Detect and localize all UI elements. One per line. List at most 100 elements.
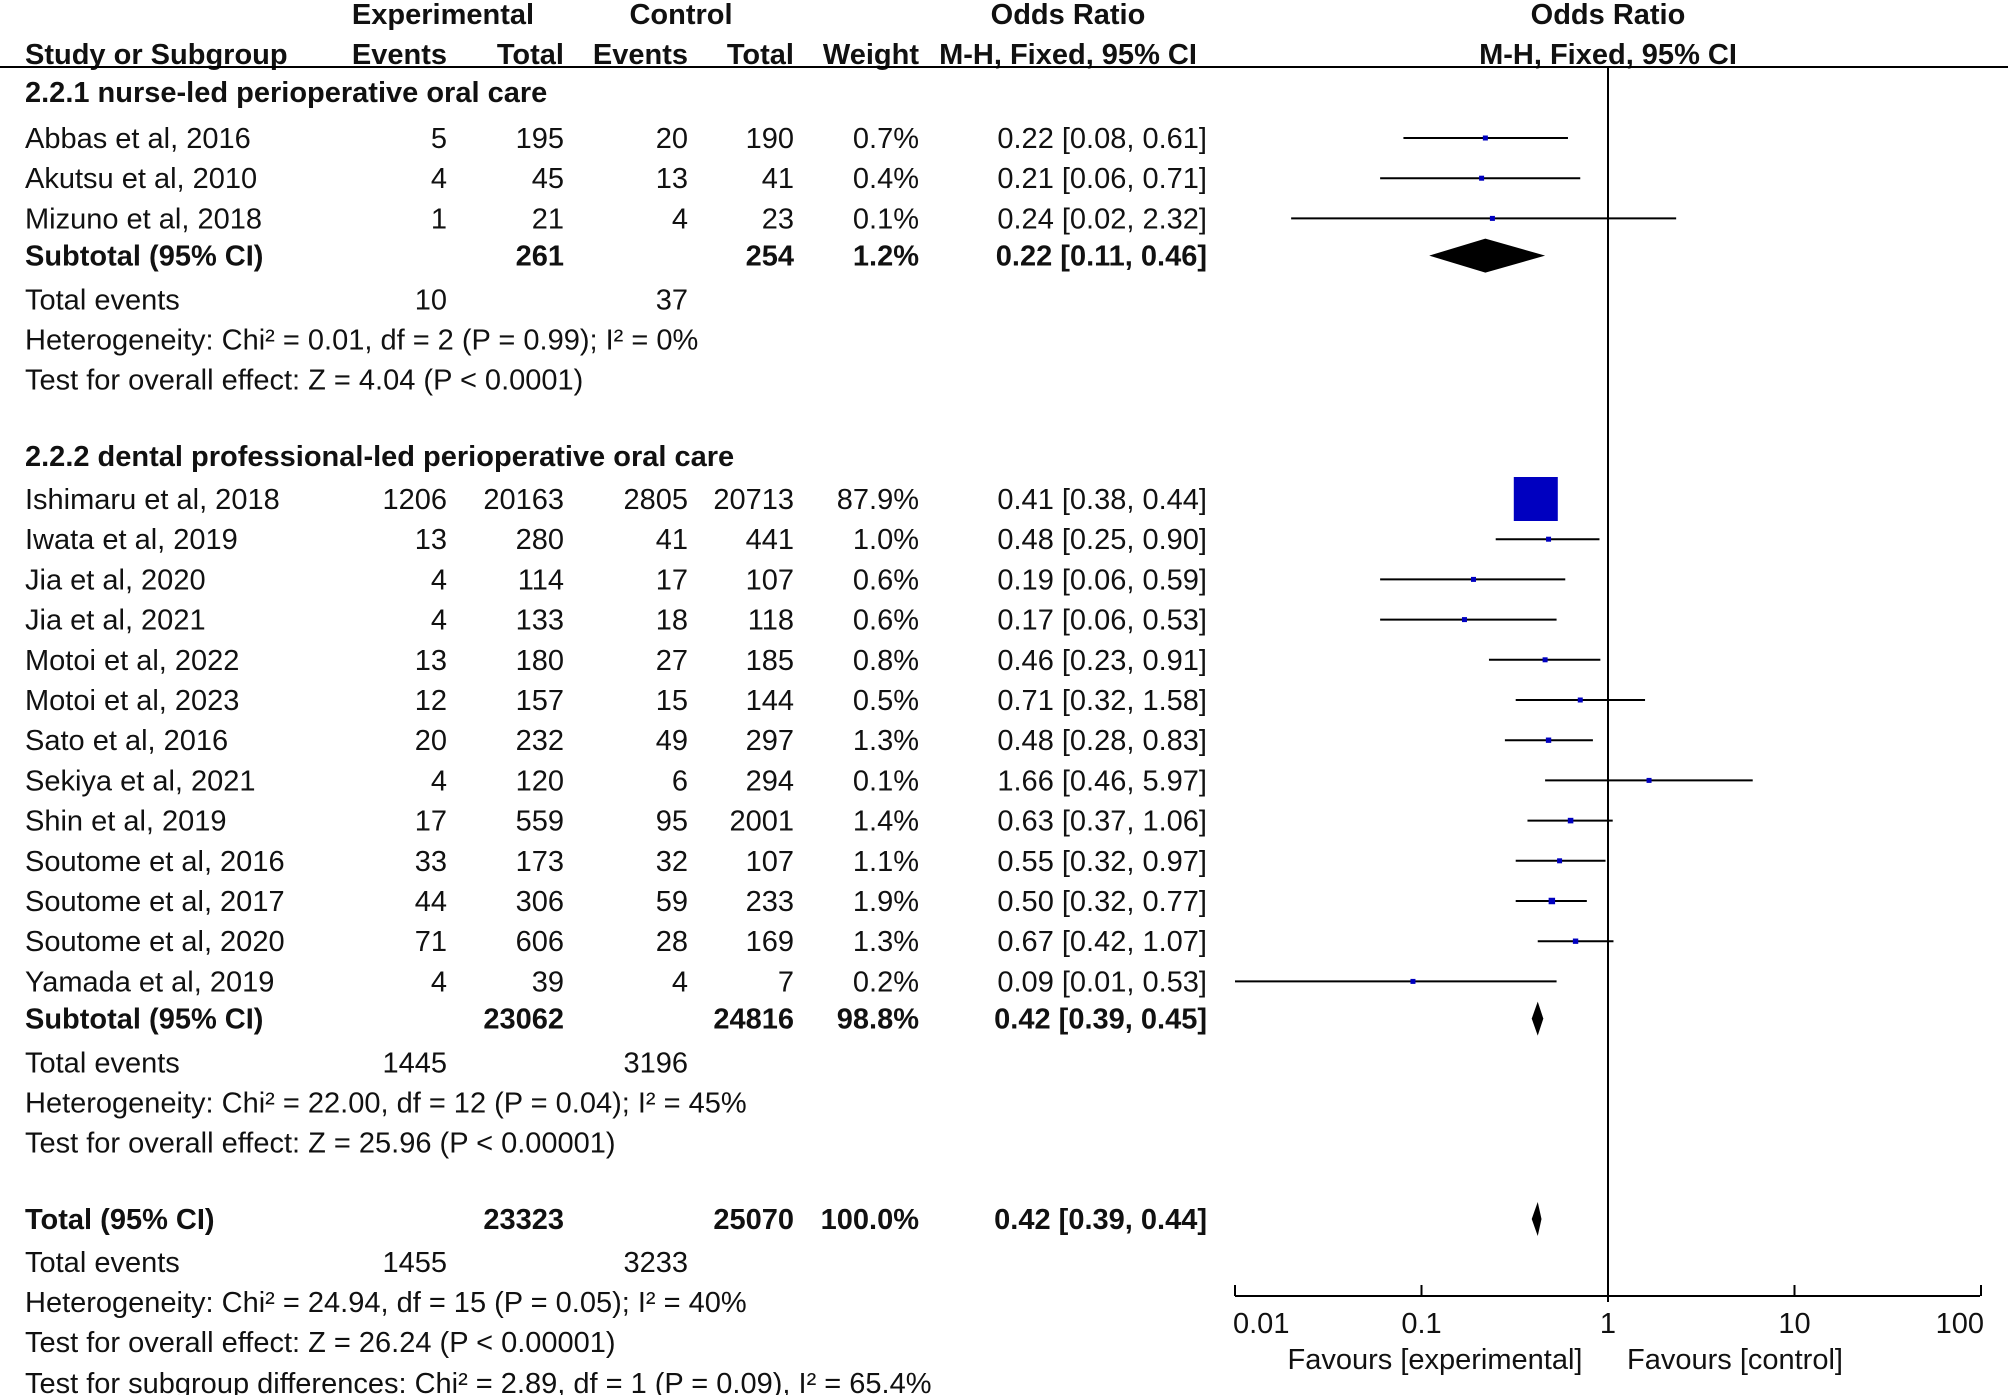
header-weight: Weight <box>823 39 919 71</box>
study-row: Shin et al, 2019 17 559 95 2001 1.4% 0.63 [0.3… <box>25 806 1207 838</box>
pooled-label: Subtotal (95% CI) <box>25 241 263 273</box>
overall-effect-text: Test for overall effect: Z = 25.96 (P < … <box>25 1128 616 1160</box>
effect-square <box>1470 576 1476 582</box>
total-row: Total (95% CI) 23323 25070 100.0% 0.42 [0.39… <box>25 1204 1207 1236</box>
study-row: Sato et al, 2016 20 232 49 297 1.3% 0.48 [0.28… <box>25 725 1207 757</box>
weight-cell: 0.7% <box>853 123 919 155</box>
exp-total-cell: 45 <box>532 163 564 195</box>
ctrl-total-cell: 41 <box>762 163 794 195</box>
ci-cell: 0.09 [0.01, 0.53] <box>997 966 1207 998</box>
heterogeneity-text: Heterogeneity: Chi² = 22.00, df = 12 (P … <box>25 1088 747 1120</box>
ctrl-total-cell: 190 <box>746 123 794 155</box>
study-row: Soutome et al, 2016 33 173 32 107 1.1% 0.55 [0… <box>25 846 1207 878</box>
exp-total-cell: 114 <box>518 564 564 596</box>
ci-cell: 0.21 [0.06, 0.71] <box>997 163 1207 195</box>
subtotal-row: Subtotal (95% CI) 261 254 1.2% 0.22 [0.11, 0… <box>25 241 1207 273</box>
effect-square <box>1513 477 1558 521</box>
header-experimental: Experimental <box>352 0 534 31</box>
weight-cell: 0.1% <box>853 765 919 797</box>
subgroup-differences-text: Test for subgroup differences: Chi² = 2.… <box>25 1368 932 1395</box>
exp-total-cell: 232 <box>516 725 564 757</box>
total-events-ctrl: 3233 <box>623 1247 688 1279</box>
effect-square <box>1542 657 1548 663</box>
ctrl-events-cell: 6 <box>672 765 688 797</box>
exp-total-cell: 306 <box>516 886 564 918</box>
effect-square <box>1479 175 1485 181</box>
forest-rows: 2.2.1 nurse-led perioperative oral care A… <box>25 77 1207 1395</box>
study-name: Soutome et al, 2017 <box>25 886 285 918</box>
effect-square <box>1545 737 1552 743</box>
ci-cell: 0.67 [0.42, 1.07] <box>997 926 1207 958</box>
study-row: Ishimaru et al, 2018 1206 20163 2805 20713 87… <box>25 484 1207 516</box>
total-events-exp: 1455 <box>382 1247 447 1279</box>
grand-total-events-row: Total events 1455 3233 <box>25 1247 688 1279</box>
weight-cell: 1.4% <box>853 806 919 838</box>
study-name: Jia et al, 2021 <box>25 605 206 637</box>
pooled-weight: 98.8% <box>837 1004 919 1036</box>
exp-events-cell: 17 <box>415 806 447 838</box>
ctrl-total-cell: 297 <box>746 725 794 757</box>
study-name: Mizuno et al, 2018 <box>25 203 262 235</box>
study-row: Soutome et al, 2020 71 606 28 169 1.3% 0.67 [0… <box>25 926 1207 958</box>
ctrl-total-cell: 7 <box>778 966 794 998</box>
forest-marks <box>1235 135 1753 1236</box>
x-tick-label: 0.01 <box>1233 1308 1289 1340</box>
study-name: Yamada et al, 2019 <box>25 966 274 998</box>
header-exp-total: Total <box>497 39 564 71</box>
header-method: M-H, Fixed, 95% CI <box>939 39 1197 71</box>
exp-total-cell: 606 <box>516 926 564 958</box>
exp-total-cell: 280 <box>516 524 564 556</box>
pooled-weight: 100.0% <box>821 1204 920 1236</box>
ci-cell: 0.41 [0.38, 0.44] <box>997 484 1207 516</box>
ci-cell: 0.48 [0.28, 0.83] <box>997 725 1207 757</box>
study-row: Jia et al, 2021 4 133 18 118 0.6% 0.17 [0.06, … <box>25 605 1207 637</box>
ctrl-events-cell: 15 <box>656 685 688 717</box>
study-row: Soutome et al, 2017 44 306 59 233 1.9% 0.50 [0… <box>25 886 1207 918</box>
total-events-row: Total events 1445 3196 <box>25 1048 688 1080</box>
weight-cell: 1.1% <box>853 846 919 878</box>
pooled-exp-total: 23323 <box>483 1204 564 1236</box>
subgroup-title: 2.2.1 nurse-led perioperative oral care <box>25 77 547 109</box>
pooled-exp-total: 261 <box>516 241 564 273</box>
exp-total-cell: 120 <box>516 765 564 797</box>
effect-square <box>1567 817 1574 824</box>
total-events-row: Total events 10 37 <box>25 285 688 317</box>
exp-total-cell: 20163 <box>483 484 564 516</box>
exp-events-cell: 4 <box>431 966 447 998</box>
header-control: Control <box>629 0 732 31</box>
ctrl-total-cell: 118 <box>748 605 794 637</box>
effect-square <box>1572 938 1579 944</box>
pooled-ctrl-total: 24816 <box>713 1004 794 1036</box>
study-name: Shin et al, 2019 <box>25 806 227 838</box>
x-tick-label: 1 <box>1600 1308 1616 1340</box>
weight-cell: 87.9% <box>837 484 919 516</box>
grand-overall-effect-text: Test for overall effect: Z = 26.24 (P < … <box>25 1327 616 1359</box>
ci-cell: 1.66 [0.46, 5.97] <box>997 765 1207 797</box>
ctrl-events-cell: 41 <box>656 524 688 556</box>
weight-cell: 0.4% <box>853 163 919 195</box>
weight-cell: 1.3% <box>853 725 919 757</box>
exp-total-cell: 157 <box>516 685 564 717</box>
ctrl-total-cell: 144 <box>746 685 794 717</box>
ci-cell: 0.50 [0.32, 0.77] <box>997 886 1207 918</box>
study-row: Iwata et al, 2019 13 280 41 441 1.0% 0.48 [0.2… <box>25 524 1207 556</box>
ctrl-total-cell: 107 <box>746 846 794 878</box>
ctrl-total-cell: 441 <box>746 524 794 556</box>
ctrl-events-cell: 59 <box>656 886 688 918</box>
pooled-exp-total: 23062 <box>483 1004 564 1036</box>
study-name: Motoi et al, 2022 <box>25 645 239 677</box>
ctrl-total-cell: 23 <box>762 203 794 235</box>
effect-square <box>1410 978 1416 984</box>
ctrl-total-cell: 233 <box>746 886 794 918</box>
header-method-plot: M-H, Fixed, 95% CI <box>1479 39 1737 71</box>
total-events-label: Total events <box>25 1247 180 1279</box>
x-tick-label: 10 <box>1778 1308 1810 1340</box>
effect-square <box>1577 697 1583 703</box>
study-name: Iwata et al, 2019 <box>25 524 238 556</box>
total-events-ctrl: 37 <box>656 285 688 317</box>
ci-cell: 0.19 [0.06, 0.59] <box>997 564 1207 596</box>
study-row: Mizuno et al, 2018 1 21 4 23 0.1% 0.24 [0.02, … <box>25 203 1207 235</box>
weight-cell: 0.2% <box>853 966 919 998</box>
effect-square <box>1548 897 1556 905</box>
